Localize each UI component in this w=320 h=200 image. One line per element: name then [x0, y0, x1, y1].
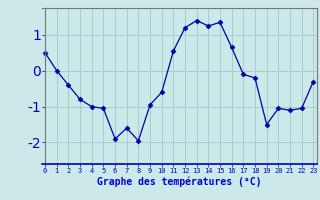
- X-axis label: Graphe des températures (°C): Graphe des températures (°C): [97, 177, 261, 187]
